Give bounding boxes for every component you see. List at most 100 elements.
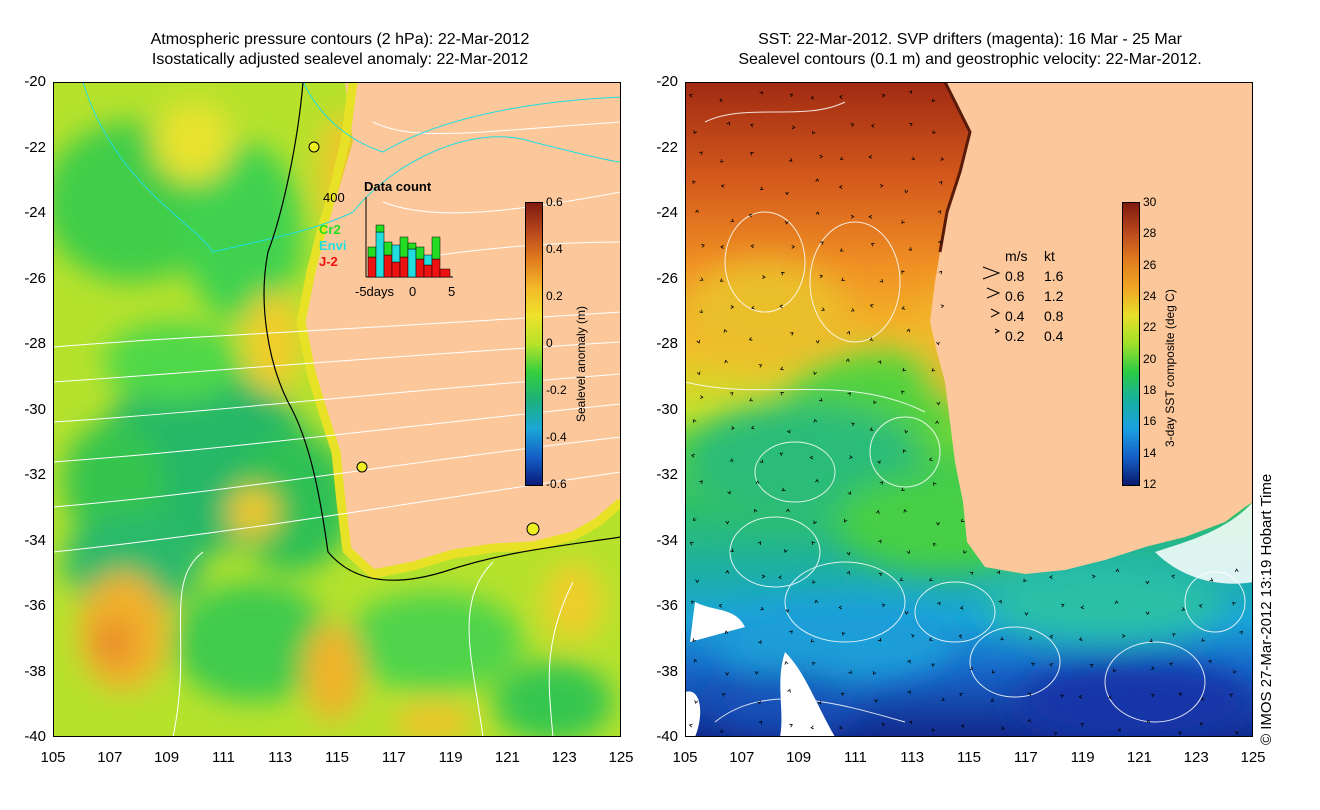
- sealevel-colorbar-label: Sealevel anomaly (m): [574, 305, 588, 422]
- velocity-arrow: [904, 429, 909, 434]
- velocity-arrow: [1080, 605, 1085, 610]
- sst-graphic: [685, 82, 1253, 737]
- velocity-legend-arrows: [982, 266, 1001, 334]
- velocity-arrow: [870, 124, 875, 128]
- x-tick-label: 113: [268, 749, 293, 766]
- velocity-arrow: [819, 154, 824, 159]
- velocity-arrow: [936, 341, 940, 346]
- velocity-arrow: [720, 159, 724, 163]
- velocity-arrow: [780, 391, 784, 396]
- velocity-arrow: [730, 305, 735, 309]
- velocity-arrow: [695, 209, 700, 213]
- velocity-arrow: [868, 155, 872, 159]
- velocity-arrow: [903, 509, 908, 513]
- x-tick-label: 123: [551, 749, 577, 766]
- velocity-arrow: [1028, 636, 1033, 640]
- velocity-arrow: [689, 93, 693, 98]
- colorbar-tick-label: 20: [1143, 351, 1157, 366]
- velocity-arrow: [1145, 580, 1150, 585]
- anomaly-field: [53, 102, 613, 737]
- velocity-arrow: [758, 364, 763, 368]
- velocity-legend-kt-2: 1.2: [1044, 288, 1064, 304]
- tide-gauge-marker: [308, 141, 320, 153]
- velocity-arrow: [1209, 577, 1214, 582]
- y-tick-label: -40: [24, 728, 46, 745]
- y-tick-label: -24: [656, 204, 678, 221]
- velocity-arrow: [699, 277, 704, 281]
- velocity-arrow: [748, 213, 753, 218]
- histogram-title: Data count: [364, 179, 432, 194]
- velocity-arrow: [1089, 663, 1094, 668]
- velocity-arrow: [877, 360, 882, 364]
- velocity-arrow: [901, 270, 905, 274]
- colorbar-tick-label: 16: [1143, 414, 1157, 429]
- velocity-arrow: [778, 575, 782, 580]
- velocity-arrow: [1078, 637, 1083, 641]
- coastal-yellow-strip: [296, 82, 621, 579]
- australia-landmass: [930, 82, 1253, 574]
- colorbar-tick-label: 0.6: [546, 195, 563, 209]
- x-tick-label: 121: [494, 749, 520, 766]
- velocity-arrow: [720, 245, 724, 249]
- velocity-arrow: [929, 637, 933, 641]
- y-tick-label: -38: [24, 662, 46, 680]
- y-tick-label: -32: [24, 466, 46, 483]
- velocity-arrow: [1027, 692, 1032, 697]
- velocity-arrow: [1181, 607, 1186, 611]
- velocity-arrow: [753, 508, 758, 513]
- x-tick-label: 119: [1070, 749, 1095, 766]
- velocity-arrow: [840, 692, 845, 697]
- y-tick-label: -22: [24, 138, 46, 156]
- velocity-arrow: [869, 427, 874, 431]
- cloud-patches: [685, 502, 1253, 737]
- velocity-arrow: [812, 580, 816, 584]
- velocity-arrow: [721, 693, 726, 697]
- tide-gauge-marker: [356, 461, 368, 473]
- y-tick-label: -36: [24, 597, 46, 614]
- colorbar-tick-label: 0.2: [546, 289, 563, 303]
- sealevel-anomaly-map: Data count 400 Cr2 Envi J-2 -5days 0 5: [53, 82, 621, 737]
- velocity-arrow: [818, 397, 823, 402]
- velocity-arrow: [969, 571, 974, 576]
- satellite-track: [82, 82, 621, 253]
- velocity-arrow: [791, 125, 796, 130]
- velocity-arrow: [908, 90, 913, 95]
- colorbar-tick-label: -0.4: [546, 430, 567, 444]
- velocity-arrow: [877, 460, 881, 464]
- velocity-arrow: [692, 638, 697, 642]
- velocity-arrow: [1198, 604, 1203, 608]
- x-tick-label: 107: [97, 749, 123, 766]
- isobath-line: [263, 82, 621, 581]
- velocity-arrow: [902, 449, 907, 454]
- velocity-arrow: [938, 270, 943, 275]
- y-tick-label: -20: [24, 73, 46, 90]
- velocity-arrow: [1108, 695, 1112, 700]
- velocity-arrow: [726, 121, 730, 126]
- velocity-arrow: [928, 577, 933, 582]
- velocity-arrow: [850, 308, 855, 312]
- colorbar-tick-label: 0: [546, 336, 553, 350]
- velocity-legend-ms-4: 0.2: [1005, 328, 1025, 344]
- velocity-arrow: [688, 723, 693, 728]
- velocity-arrow: [1171, 574, 1175, 579]
- velocity-arrow: [904, 611, 909, 615]
- velocity-arrow: [869, 337, 874, 341]
- velocity-arrow: [881, 603, 886, 608]
- sealevel-anomaly-graphic: [53, 82, 621, 737]
- velocity-arrow: [750, 244, 755, 249]
- velocity-arrow: [723, 329, 728, 333]
- velocity-arrow: [958, 634, 963, 639]
- velocity-arrow: [689, 542, 694, 546]
- velocity-arrow: [725, 672, 729, 676]
- velocity-arrow: [691, 600, 695, 605]
- x-tick-label: 123: [1183, 749, 1209, 766]
- velocity-legend-kt-1: 1.6: [1044, 268, 1064, 284]
- velocity-arrow: [692, 180, 696, 185]
- colorbar-tick-label: 28: [1143, 226, 1157, 241]
- velocity-arrow: [748, 337, 753, 341]
- velocity-arrow: [718, 604, 723, 608]
- velocity-arrow: [932, 482, 937, 486]
- velocity-arrow: [907, 690, 911, 695]
- colorbar-tick-label: 22: [1143, 320, 1157, 335]
- x-tick-label: 117: [1013, 749, 1038, 766]
